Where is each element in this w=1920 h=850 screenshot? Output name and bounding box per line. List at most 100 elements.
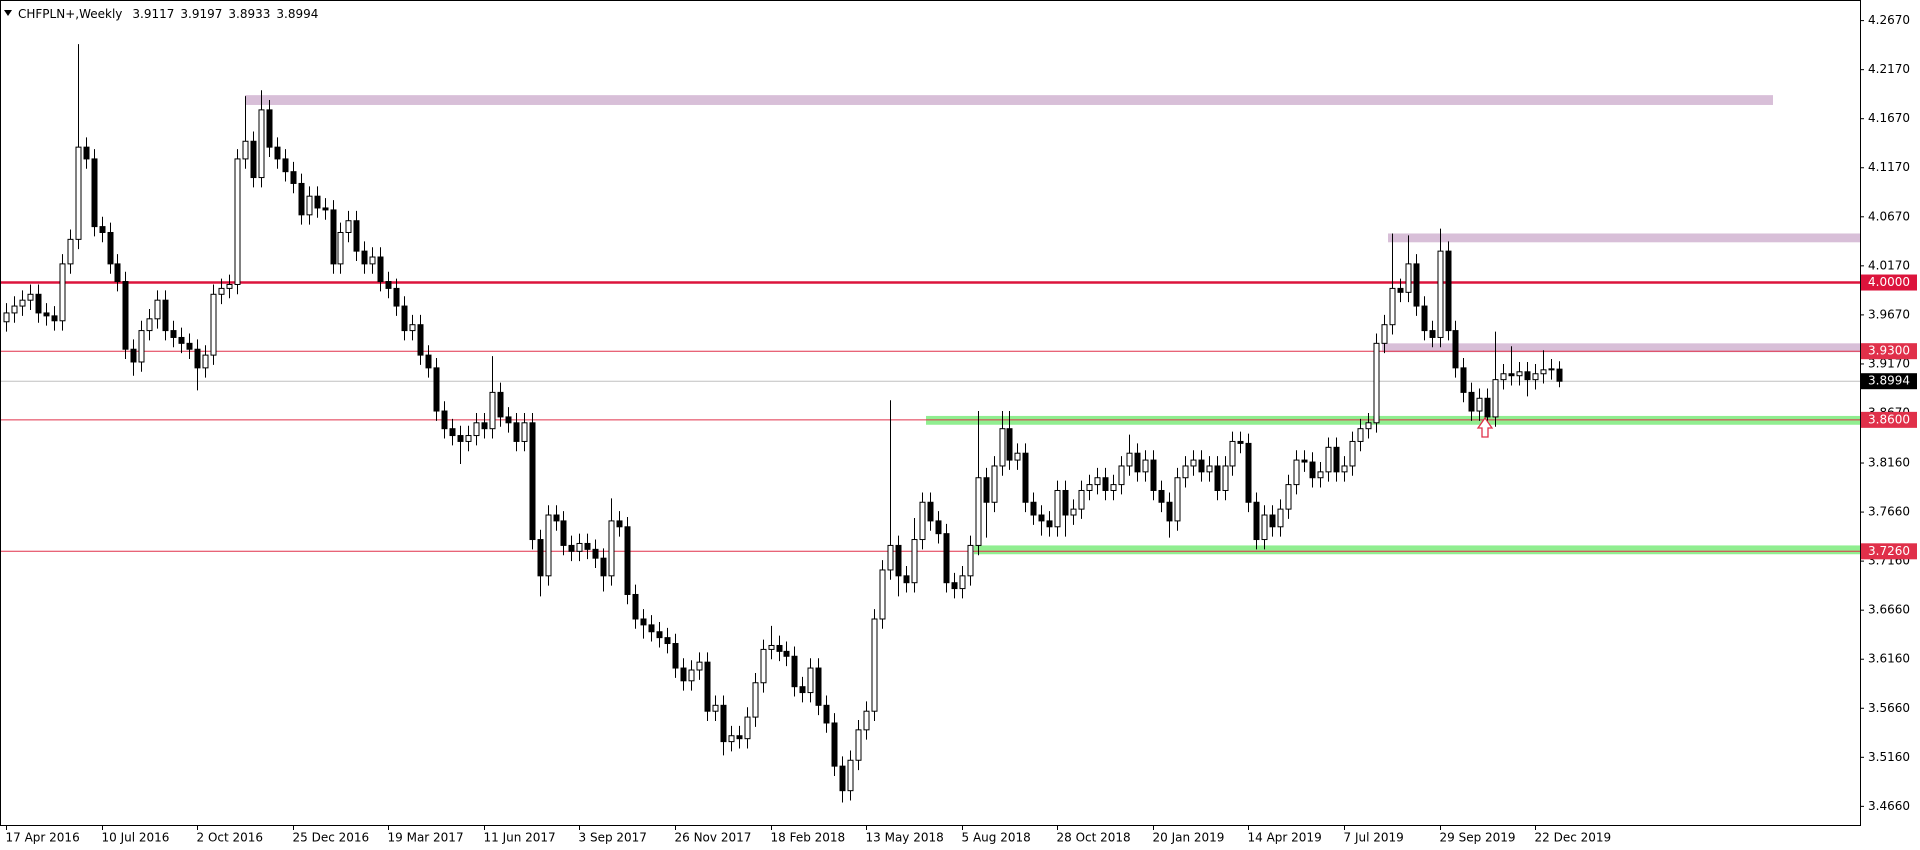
candle-body bbox=[218, 287, 225, 295]
candle-body bbox=[67, 238, 74, 265]
candle-body bbox=[234, 158, 241, 285]
candle-body bbox=[1397, 287, 1404, 293]
candle-body bbox=[879, 569, 886, 620]
candle-body bbox=[656, 631, 663, 639]
y-tick-label: 3.5660 bbox=[1868, 701, 1910, 715]
price-label-box bbox=[1861, 373, 1917, 390]
candle-body bbox=[1070, 508, 1077, 516]
candle-body bbox=[584, 542, 591, 550]
header: CHFPLN+,Weekly 3.9117 3.9197 3.8933 3.8994 bbox=[18, 7, 318, 21]
candle-body bbox=[138, 330, 145, 363]
candle-body bbox=[1317, 471, 1324, 479]
candle-body bbox=[1229, 440, 1236, 467]
candle-body bbox=[991, 465, 998, 503]
x-tick-label: 18 Feb 2018 bbox=[771, 831, 846, 845]
candle-body bbox=[712, 704, 719, 712]
y-tick-label: 3.4660 bbox=[1868, 799, 1910, 813]
candle-body bbox=[178, 336, 185, 344]
candle-body bbox=[1460, 367, 1467, 393]
candle-body bbox=[545, 514, 552, 577]
candle-body bbox=[75, 146, 82, 240]
candle-body bbox=[266, 109, 273, 148]
candle-body bbox=[1309, 461, 1316, 479]
candle-body bbox=[457, 435, 464, 442]
level-label-box bbox=[1861, 411, 1917, 428]
candle-body bbox=[1508, 373, 1515, 377]
x-tick-label: 7 Jul 2019 bbox=[1344, 831, 1404, 845]
candle-body bbox=[1285, 484, 1292, 510]
candle-body bbox=[1166, 501, 1173, 522]
candle-body bbox=[122, 281, 129, 350]
candle-body bbox=[258, 109, 265, 179]
candle-body bbox=[107, 231, 114, 265]
candle-body bbox=[409, 324, 416, 332]
x-tick-label: 13 May 2018 bbox=[866, 831, 944, 845]
candle-body bbox=[1038, 514, 1045, 522]
candle-body bbox=[1158, 489, 1165, 503]
candle-body bbox=[27, 293, 34, 301]
candle-body bbox=[720, 704, 727, 743]
candle-body bbox=[154, 299, 161, 320]
candle-body bbox=[417, 324, 424, 356]
zone bbox=[245, 95, 1773, 105]
candle-body bbox=[768, 644, 775, 650]
candle-body bbox=[863, 710, 870, 731]
candle-body bbox=[1022, 452, 1029, 503]
candle-body bbox=[983, 477, 990, 503]
candle-body bbox=[736, 735, 743, 740]
candle-body bbox=[1429, 330, 1436, 338]
y-tick-label: 3.8160 bbox=[1868, 456, 1910, 470]
x-tick-label: 3 Sep 2017 bbox=[579, 831, 647, 845]
level-label: 3.8600 bbox=[1868, 412, 1910, 426]
axes: 4.2670 4.2170 4.1670 4.1170 4.0670 4.0170 3.96… bbox=[6, 13, 1911, 844]
candle-body bbox=[967, 544, 974, 577]
candle-body bbox=[162, 299, 169, 332]
x-tick-label: 28 Oct 2018 bbox=[1057, 831, 1131, 845]
candle-body bbox=[210, 293, 217, 356]
candle-body bbox=[1548, 368, 1555, 371]
y-tick-label: 3.6660 bbox=[1868, 603, 1910, 617]
candle-body bbox=[1293, 459, 1300, 486]
menu-triangle bbox=[4, 10, 12, 16]
header-low: 3.8933 bbox=[228, 7, 270, 21]
candle-body bbox=[1540, 369, 1547, 375]
y-tick-label: 4.2670 bbox=[1868, 13, 1910, 27]
candle-body bbox=[401, 305, 408, 332]
level-label-box bbox=[1861, 543, 1917, 560]
candle-body bbox=[1381, 324, 1388, 344]
candle-body bbox=[871, 618, 878, 712]
candle-body bbox=[640, 618, 647, 626]
candle-body bbox=[433, 367, 440, 412]
candle-body bbox=[1190, 459, 1197, 467]
candle-body bbox=[43, 312, 50, 317]
candle-body bbox=[1222, 465, 1229, 491]
x-tick-label: 26 Nov 2017 bbox=[675, 831, 752, 845]
candle-body bbox=[481, 422, 488, 430]
candle-body bbox=[553, 514, 560, 522]
x-tick-label: 17 Apr 2016 bbox=[6, 831, 80, 845]
candle-body bbox=[1253, 501, 1260, 541]
y-tick-label: 3.6160 bbox=[1868, 652, 1910, 666]
candle-body bbox=[847, 759, 854, 792]
candle-body bbox=[919, 501, 926, 541]
level-label: 3.9300 bbox=[1868, 344, 1910, 358]
level-label: 4.0000 bbox=[1868, 275, 1910, 289]
candle-body bbox=[314, 195, 321, 209]
candle-body bbox=[1532, 373, 1539, 381]
candle-body bbox=[298, 182, 305, 216]
zone bbox=[974, 545, 1860, 555]
candle-body bbox=[425, 354, 432, 369]
candle-body bbox=[1245, 442, 1252, 503]
y-tick-label: 3.5160 bbox=[1868, 750, 1910, 764]
candle-body bbox=[1126, 452, 1133, 467]
candle-body bbox=[306, 195, 313, 216]
candle-body bbox=[1174, 477, 1181, 522]
candle-body bbox=[1413, 263, 1420, 307]
candle-body bbox=[1476, 397, 1483, 412]
candle-body bbox=[393, 287, 400, 307]
candle-body bbox=[242, 140, 249, 160]
candle-body bbox=[59, 263, 66, 322]
candle-body bbox=[130, 348, 137, 363]
candle-body bbox=[1118, 465, 1125, 486]
